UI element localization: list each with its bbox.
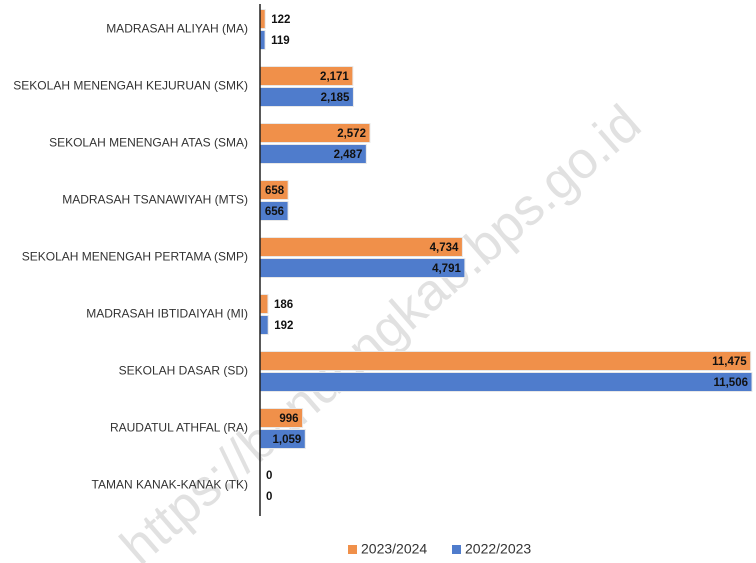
value-label: 996 <box>279 413 298 425</box>
category-label: SEKOLAH DASAR (SD) <box>119 364 248 378</box>
value-label: 2,171 <box>320 71 349 83</box>
category-label: MADRASAH TSANAWIYAH (MTS) <box>62 193 248 207</box>
value-label: 192 <box>274 320 293 332</box>
category-label: RAUDATUL ATHFAL (RA) <box>110 421 248 435</box>
category-label: MADRASAH IBTIDAIYAH (MI) <box>86 307 248 321</box>
legend-label: 2023/2024 <box>361 541 427 557</box>
category-label: SEKOLAH MENENGAH KEJURUAN (SMK) <box>13 79 248 93</box>
value-label: 122 <box>271 14 290 26</box>
category-label: MADRASAH ALIYAH (MA) <box>106 22 248 36</box>
watermark: https://bandungkab.bps.go.id <box>110 94 652 563</box>
value-label: 4,791 <box>432 263 461 275</box>
legend-swatch <box>348 545 357 554</box>
bar <box>259 9 266 29</box>
value-label: 2,572 <box>337 128 366 140</box>
legend-swatch <box>452 545 461 554</box>
value-label: 0 <box>266 491 272 503</box>
value-label: 4,734 <box>430 242 459 254</box>
value-label: 658 <box>265 185 285 197</box>
value-label: 656 <box>265 206 284 218</box>
value-label: 119 <box>271 35 290 47</box>
value-label: 11,506 <box>713 377 748 389</box>
bar <box>259 315 269 335</box>
value-label: 186 <box>274 299 293 311</box>
value-label: 1,059 <box>273 434 302 446</box>
legend-label: 2022/2023 <box>465 541 531 557</box>
category-label: SEKOLAH MENENGAH ATAS (SMA) <box>49 136 248 150</box>
bar <box>259 294 269 314</box>
category-label: TAMAN KANAK-KANAK (TK) <box>92 478 248 492</box>
value-label: 11,475 <box>712 356 747 368</box>
bar <box>259 30 266 50</box>
bar <box>259 372 753 392</box>
bar <box>259 351 752 371</box>
value-label: 0 <box>266 470 272 482</box>
value-label: 2,185 <box>321 92 350 104</box>
value-label: 2,487 <box>334 149 363 161</box>
category-label: SEKOLAH MENENGAH PERTAMA (SMP) <box>22 250 248 264</box>
